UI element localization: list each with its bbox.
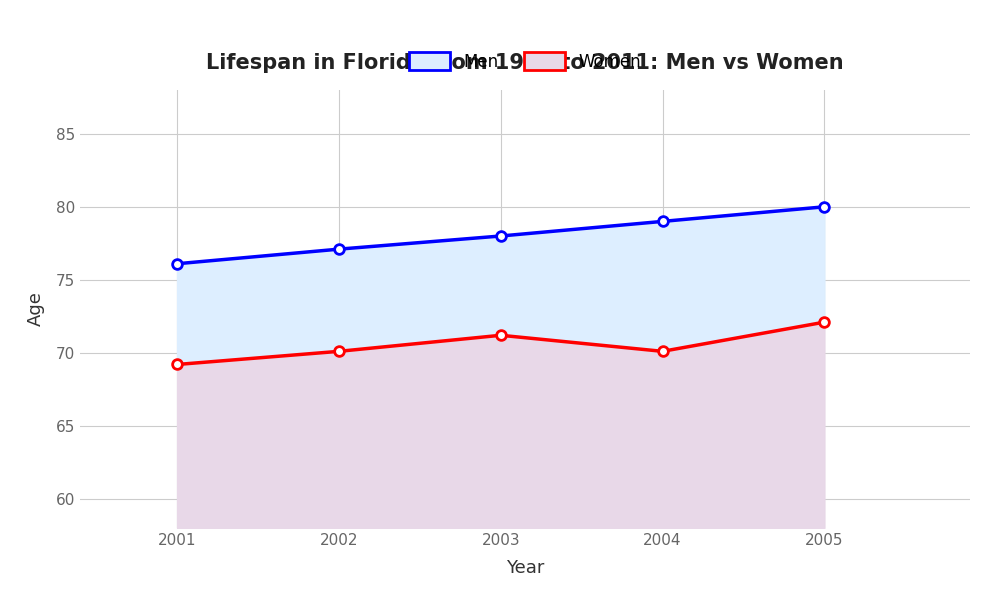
Title: Lifespan in Florida from 1990 to 2011: Men vs Women: Lifespan in Florida from 1990 to 2011: M… (206, 53, 844, 73)
Y-axis label: Age: Age (27, 292, 45, 326)
X-axis label: Year: Year (506, 559, 544, 577)
Legend: Men, Women: Men, Women (402, 46, 648, 77)
